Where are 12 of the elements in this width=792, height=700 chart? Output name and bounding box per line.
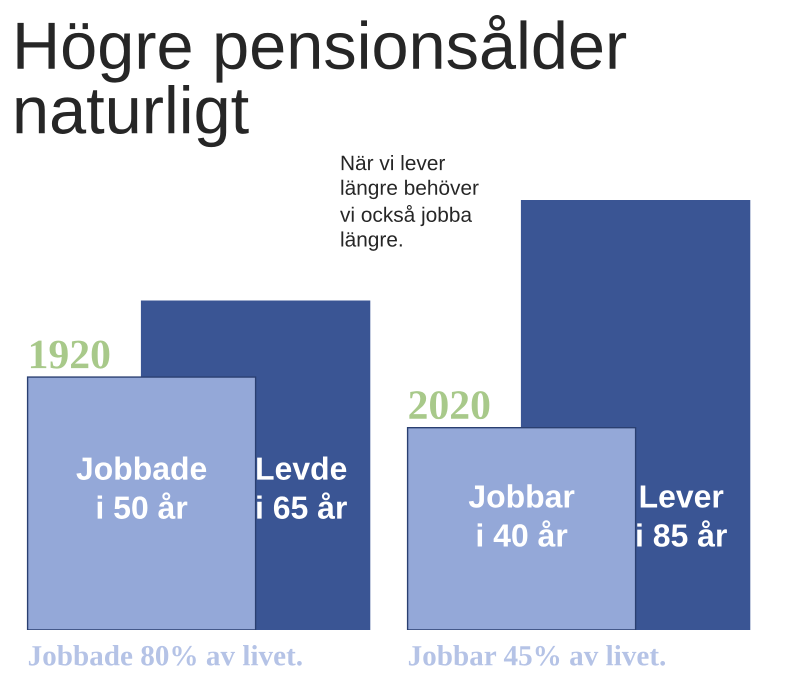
data-label: Jobbade i 50 år bbox=[76, 456, 206, 519]
data-label: Jobbar i 40 år bbox=[468, 484, 574, 547]
data-label: Lever i 85 år bbox=[637, 485, 727, 547]
x-tick-label: 2020 bbox=[409, 391, 490, 420]
text: Jobbade 80% av livet. bbox=[28, 645, 302, 666]
x-tick-label: 1920 bbox=[30, 340, 110, 369]
chart-title: Högre pensionsålder naturligt bbox=[16, 15, 626, 148]
bar bbox=[406, 426, 636, 630]
text: Jobbar 45% av livet. bbox=[408, 645, 666, 666]
chart-subtitle: När vi lever längre behöver vi också jobba längre. bbox=[340, 155, 479, 251]
data-label: Levde i 65 år bbox=[257, 456, 347, 519]
bar bbox=[26, 376, 256, 630]
